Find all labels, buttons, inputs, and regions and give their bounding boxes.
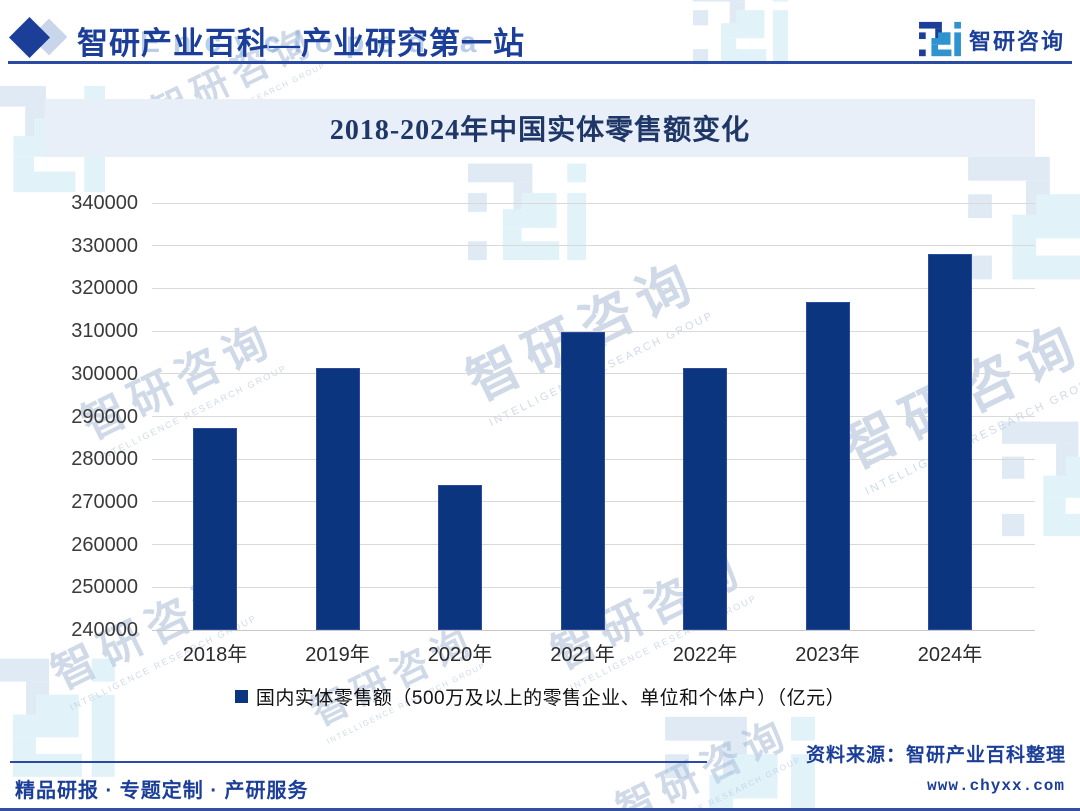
bottom-accent-bar — [0, 808, 1080, 811]
y-tick-310000: 310000 — [71, 320, 138, 343]
bar-2023年 — [805, 301, 850, 630]
gridline-240000 — [152, 629, 1035, 631]
y-tick-260000: 260000 — [71, 533, 138, 556]
bar-2019年 — [315, 367, 360, 630]
x-label-2024年: 2024年 — [917, 644, 983, 666]
brand-logo: 智研咨询 — [919, 20, 1065, 60]
chart-title: 2018-2024年中国实体零售额变化 — [329, 115, 751, 146]
y-tick-340000: 340000 — [71, 192, 138, 214]
zhiyan-logo-icon — [919, 21, 961, 57]
y-tick-290000: 290000 — [71, 405, 138, 428]
bar-2018年 — [193, 428, 237, 630]
services-tagline: 精品研报 · 专题定制 · 产研服务 — [15, 780, 309, 802]
y-tick-270000: 270000 — [71, 490, 138, 513]
y-tick-240000: 240000 — [71, 619, 138, 641]
y-tick-250000: 250000 — [71, 576, 138, 599]
header-divider — [8, 61, 1072, 64]
x-label-2019年: 2019年 — [305, 644, 370, 666]
brand-name: 智研咨询 — [968, 29, 1065, 54]
website-url: www.chyxx.com — [927, 777, 1065, 795]
legend-marker — [234, 690, 248, 703]
gridline-310000 — [152, 330, 1035, 332]
chart-title-band: 2018-2024年中国实体零售额变化 — [45, 99, 1035, 157]
x-label-2023年: 2023年 — [795, 644, 860, 666]
legend-label: 国内实体零售额（500万及以上的零售企业、单位和个体户）（亿元） — [255, 688, 846, 709]
bar-2024年 — [928, 253, 972, 630]
legend: 国内实体零售额（500万及以上的零售企业、单位和个体户）（亿元） — [0, 683, 1080, 710]
y-tick-280000: 280000 — [71, 448, 138, 471]
y-tick-330000: 330000 — [71, 234, 138, 257]
site-title: 智研产业百科—产业研究第一站 — [77, 26, 525, 61]
x-label-2021年: 2021年 — [550, 644, 615, 666]
x-label-2022年: 2022年 — [672, 644, 738, 666]
data-source: 资料来源：智研产业百科整理 — [805, 745, 1066, 766]
footer-divider — [10, 761, 707, 763]
x-label-2020年: 2020年 — [427, 644, 493, 666]
x-label-2018年: 2018年 — [182, 644, 248, 666]
y-tick-300000: 300000 — [71, 362, 138, 385]
gridline-330000 — [152, 245, 1035, 247]
y-tick-320000: 320000 — [71, 277, 138, 300]
gridline-340000 — [152, 202, 1035, 204]
bar-2021年 — [560, 332, 605, 630]
bar-2020年 — [438, 485, 482, 630]
bar-2022年 — [683, 367, 727, 630]
gridline-320000 — [152, 287, 1035, 289]
header-watermark-text: Encyclopedia — [140, 26, 490, 59]
header: Encyclopedia 智研产业百科—产业研究第一站 — [0, 0, 1080, 64]
